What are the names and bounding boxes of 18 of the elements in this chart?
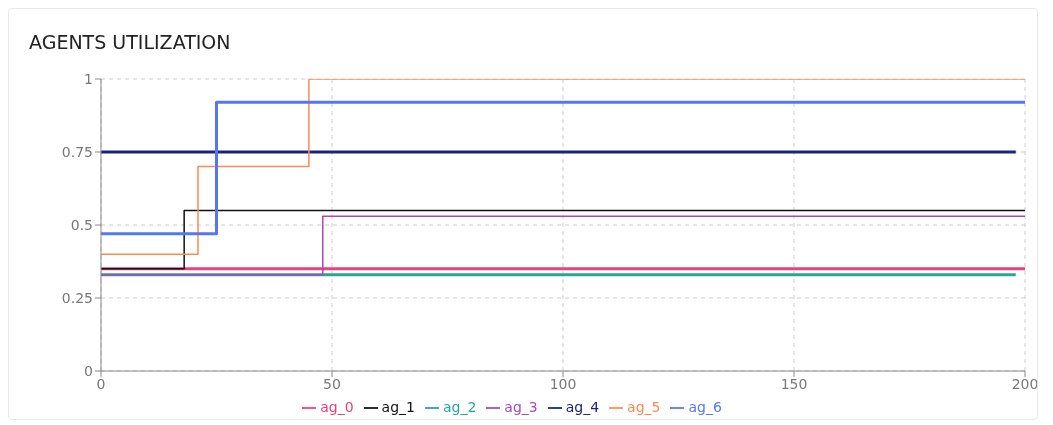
legend-label: ag_1 (381, 399, 415, 415)
x-tick-label: 0 (96, 375, 106, 392)
x-tick-label: 200 (1011, 375, 1039, 392)
legend-label: ag_5 (627, 399, 661, 415)
chart-title: AGENTS UTILIZATION (28, 30, 232, 55)
legend-label: ag_3 (504, 399, 538, 415)
x-tick-label: 150 (780, 375, 808, 392)
y-tick-label: 0.5 (70, 216, 93, 233)
legend-label: ag_2 (442, 399, 477, 415)
legend-label: ag_6 (688, 399, 722, 415)
y-tick-label: 0.25 (61, 289, 93, 306)
y-tick-label: 0 (84, 362, 93, 379)
legend-label: ag_4 (565, 399, 600, 415)
y-tick-label: 0.75 (61, 143, 93, 160)
x-tick-label: 100 (549, 375, 577, 392)
x-tick-label: 50 (323, 375, 341, 392)
legend-label: ag_0 (320, 399, 354, 415)
y-tick-label: 1 (84, 70, 93, 87)
